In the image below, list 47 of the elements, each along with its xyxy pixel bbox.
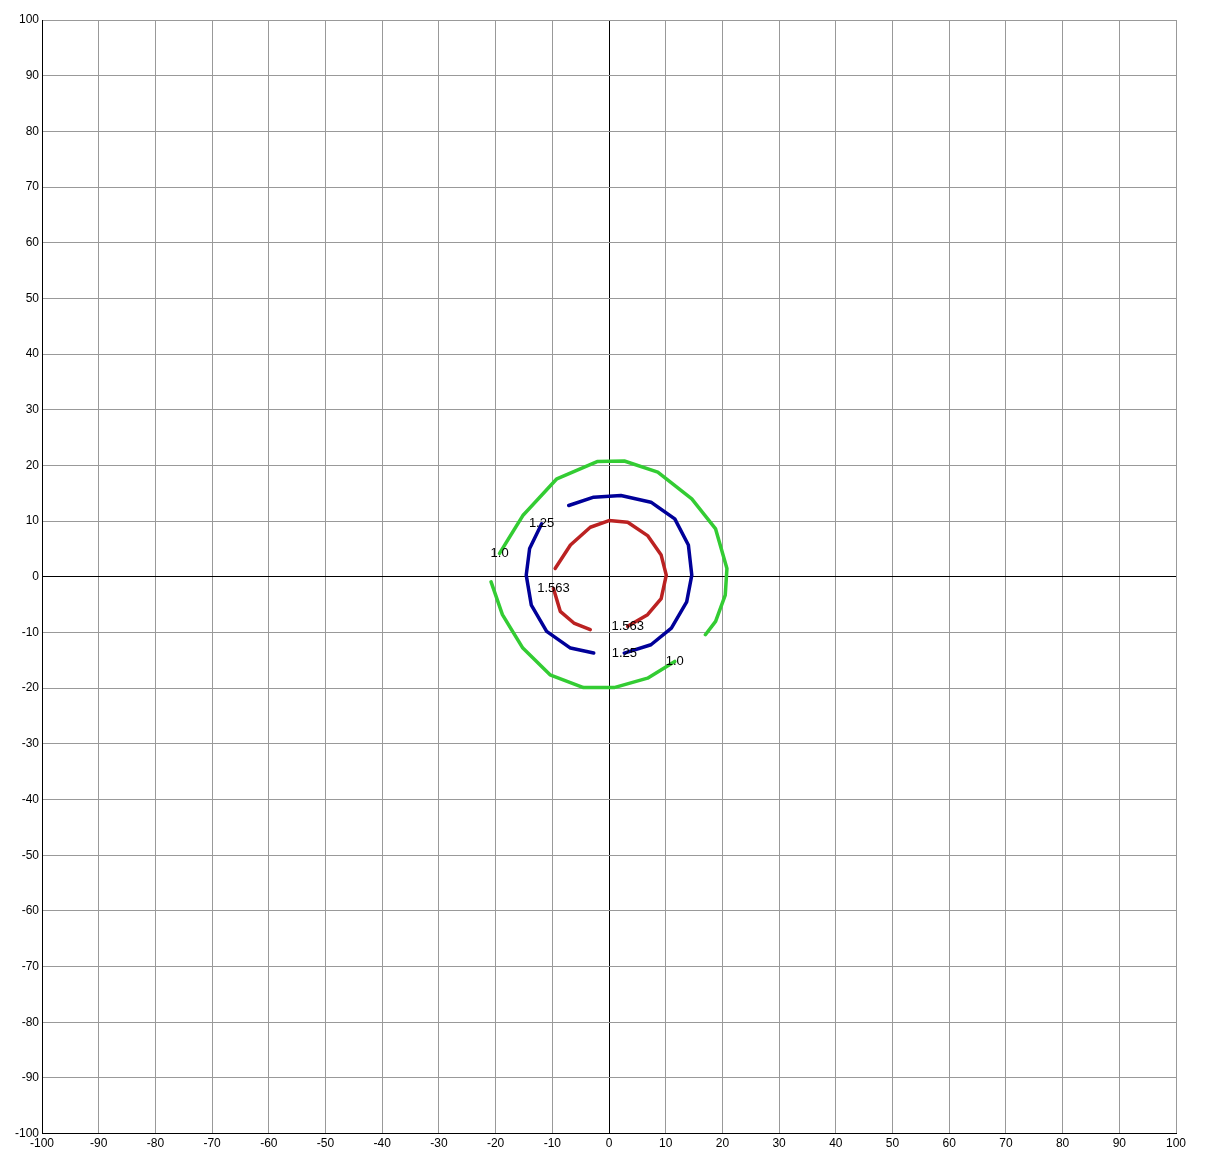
y-tick-label: -80 xyxy=(21,1014,40,1029)
y-tick-label: 20 xyxy=(25,457,40,472)
y-tick-label: 50 xyxy=(25,290,40,305)
y-tick-label: -100 xyxy=(14,1125,40,1140)
y-tick-label: 90 xyxy=(25,67,40,82)
x-tick-label: -80 xyxy=(146,1136,165,1151)
y-tick-label: 40 xyxy=(25,346,40,361)
y-tick-label: 60 xyxy=(25,235,40,250)
x-tick-label: 0 xyxy=(605,1136,613,1151)
x-tick-label: 30 xyxy=(772,1136,787,1151)
y-tick-label: -10 xyxy=(21,624,40,639)
x-tick-label: -40 xyxy=(373,1136,392,1151)
annotation: 1.25 xyxy=(528,515,555,531)
x-tick-label: 90 xyxy=(1112,1136,1127,1151)
y-tick-label: -40 xyxy=(21,791,40,806)
x-tick-label: 70 xyxy=(999,1136,1013,1151)
annotation: 1.0 xyxy=(490,544,509,560)
y-tick-label: -50 xyxy=(21,847,40,862)
y-tick-label: 100 xyxy=(18,12,40,27)
y-tick-label: 80 xyxy=(25,123,40,138)
x-tick-label: 10 xyxy=(659,1136,673,1151)
y-tick-label: 30 xyxy=(25,402,40,417)
x-tick-label: -60 xyxy=(260,1136,278,1151)
y-tick-label: -70 xyxy=(21,958,40,973)
x-tick-label: 80 xyxy=(1055,1136,1070,1151)
x-tick-label: 100 xyxy=(1165,1136,1187,1151)
x-tick-label: -90 xyxy=(90,1136,108,1151)
y-tick-label: -90 xyxy=(21,1070,40,1085)
x-tick-label: 20 xyxy=(715,1136,730,1151)
y-tick-label: -30 xyxy=(21,736,40,751)
y-tick-label: 10 xyxy=(25,513,40,528)
y-tick-label: 70 xyxy=(25,179,40,194)
annotation: 1.25 xyxy=(611,644,637,660)
annotation: 1.563 xyxy=(611,617,644,633)
annotation: 1.563 xyxy=(537,580,570,596)
x-tick-label: -20 xyxy=(486,1136,505,1151)
x-tick-label: 50 xyxy=(885,1136,900,1151)
y-tick-label: 0 xyxy=(32,569,40,584)
y-tick-label: -20 xyxy=(21,680,40,695)
annotation: 1.0 xyxy=(665,653,684,669)
x-tick-label: 60 xyxy=(942,1136,957,1151)
x-tick-label: -50 xyxy=(316,1136,335,1151)
y-tick-label: -60 xyxy=(21,903,40,918)
x-tick-label: 40 xyxy=(829,1136,843,1151)
x-tick-label: -30 xyxy=(430,1136,448,1151)
x-tick-label: -70 xyxy=(203,1136,222,1151)
x-tick-label: -10 xyxy=(543,1136,562,1151)
